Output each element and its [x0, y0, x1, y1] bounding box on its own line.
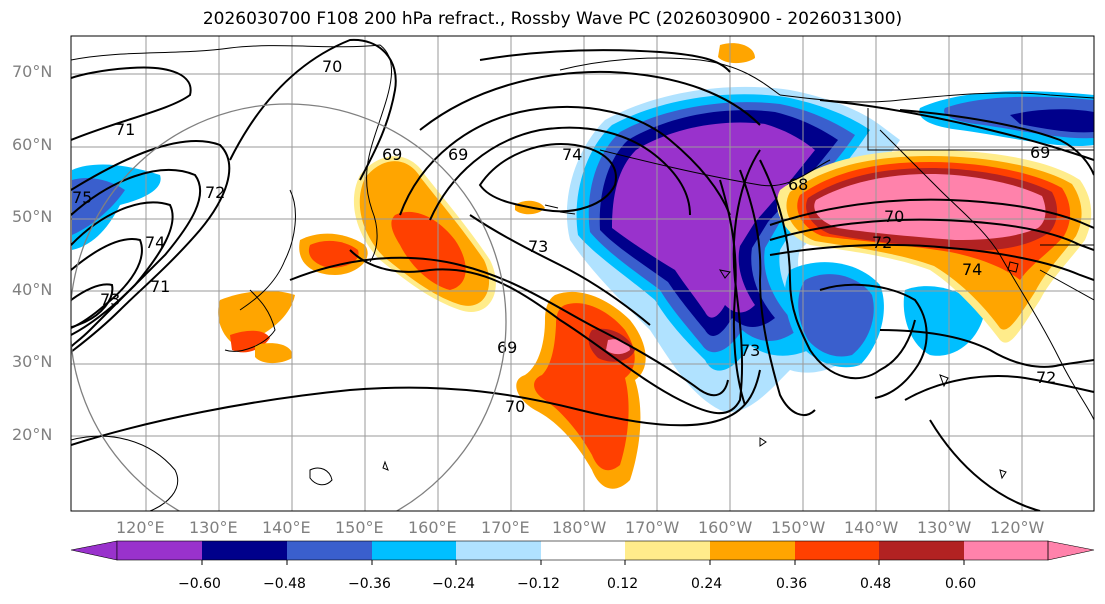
- colorbar-low-extension: [70, 540, 118, 561]
- lon-label: 130°E: [189, 518, 238, 537]
- colorbar-segment: [202, 541, 287, 560]
- lon-label: 160°W: [698, 518, 753, 537]
- contour-label: 74: [962, 260, 982, 279]
- contour-label: 69: [448, 145, 468, 164]
- lat-label: 60°N: [12, 135, 53, 154]
- contour-label: 70: [884, 207, 904, 226]
- lon-label: 150°W: [771, 518, 826, 537]
- contour-label: 74: [145, 233, 165, 252]
- lon-label: 120°W: [990, 518, 1045, 537]
- colorbar-tick-label: −0.36: [348, 576, 391, 592]
- lon-label: 180°W: [552, 518, 607, 537]
- contour-label: 75: [72, 188, 92, 207]
- colorbar-tick-label: −0.12: [517, 576, 560, 592]
- lat-label: 70°N: [12, 62, 53, 81]
- lon-label: 120°E: [116, 518, 165, 537]
- lon-label: 150°E: [335, 518, 384, 537]
- lon-label: 140°E: [262, 518, 311, 537]
- colorbar-tick-label: −0.60: [178, 576, 221, 592]
- contour-label: 68: [788, 175, 808, 194]
- lon-label: 130°W: [917, 518, 972, 537]
- contour-label: 69: [497, 338, 517, 357]
- contour-label: 69: [382, 145, 402, 164]
- contour-label: 73: [528, 237, 548, 256]
- lon-label: 170°W: [625, 518, 680, 537]
- colorbar-tick-label: 0.36: [776, 576, 808, 592]
- lon-label: 170°E: [481, 518, 530, 537]
- lat-label: 30°N: [12, 352, 53, 371]
- colorbar-high-extension: [1047, 540, 1095, 561]
- coastlines: [71, 44, 1094, 511]
- colorbar-segment: [964, 541, 1048, 560]
- colorbar-segment: [795, 541, 879, 560]
- colorbar-segment: [879, 541, 964, 560]
- lon-label: 160°E: [408, 518, 457, 537]
- contour-label: 71: [115, 120, 135, 139]
- lat-label: 20°N: [12, 425, 53, 444]
- map-title: 2026030700 F108 200 hPa refract., Rossby…: [202, 9, 903, 29]
- colorbar-tick-label: 0.60: [945, 576, 977, 592]
- contour-label: 69: [1030, 143, 1050, 162]
- colorbar-segment: [117, 541, 202, 560]
- colorbar-tick-label: 0.24: [691, 576, 723, 592]
- colorbar-tick-label: 0.48: [860, 576, 892, 592]
- contour-labels: 71 75 72 74 73 71 70 69 74 73 69 70 73 7…: [72, 57, 1056, 416]
- contour-label: 74: [562, 145, 582, 164]
- colorbar-segment: [287, 541, 372, 560]
- colorbar: [70, 540, 1095, 565]
- refractivity-contours: [71, 38, 1094, 511]
- reference-circle: [71, 103, 507, 511]
- colorbar-segment: [710, 541, 795, 560]
- colorbar-segment: [372, 541, 456, 560]
- contour-label: 72: [205, 183, 225, 202]
- contour-label: 73: [100, 290, 120, 309]
- colorbar-tick-label: 0.12: [607, 576, 639, 592]
- map-plot-area: 71 75 72 74 73 71 70 69 74 73 69 70 73 7…: [71, 36, 1094, 511]
- colorbar-tick-label: −0.48: [263, 576, 306, 592]
- lat-label: 50°N: [12, 207, 53, 226]
- contour-label: 72: [872, 233, 892, 252]
- lon-label: 140°W: [844, 518, 899, 537]
- colorbar-tick-label: −0.24: [432, 576, 475, 592]
- map-frame: [70, 35, 1095, 512]
- colorbar-segment: [456, 541, 541, 560]
- lat-label: 40°N: [12, 280, 53, 299]
- contour-label: 71: [150, 277, 170, 296]
- contour-label: 70: [505, 397, 525, 416]
- contour-label: 70: [322, 57, 342, 76]
- contour-label: 72: [1036, 368, 1056, 387]
- colorbar-segment: [541, 541, 625, 560]
- contour-label: 73: [740, 341, 760, 360]
- colorbar-segment: [625, 541, 710, 560]
